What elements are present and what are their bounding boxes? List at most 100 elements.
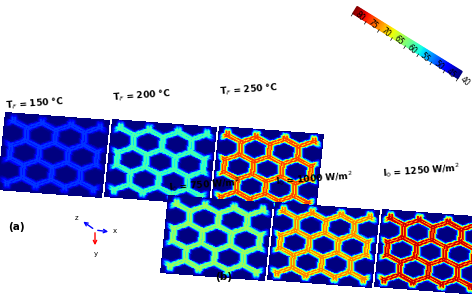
- Polygon shape: [447, 65, 452, 72]
- Polygon shape: [392, 31, 397, 38]
- Text: I$_0$ = 750 W/m$^2$: I$_0$ = 750 W/m$^2$: [168, 176, 240, 194]
- Polygon shape: [422, 49, 428, 57]
- Text: I$_0$ = 1250 W/m$^2$: I$_0$ = 1250 W/m$^2$: [382, 161, 461, 181]
- Polygon shape: [395, 33, 400, 40]
- Polygon shape: [388, 28, 393, 36]
- Polygon shape: [430, 55, 436, 62]
- Polygon shape: [414, 44, 419, 52]
- Polygon shape: [449, 66, 455, 74]
- Polygon shape: [368, 16, 373, 23]
- Text: (b): (b): [215, 272, 232, 282]
- Text: T$_F$ = 200 °C: T$_F$ = 200 °C: [112, 88, 171, 104]
- Polygon shape: [453, 68, 458, 76]
- Polygon shape: [402, 37, 407, 45]
- Polygon shape: [364, 14, 370, 21]
- Polygon shape: [358, 10, 363, 17]
- Polygon shape: [382, 25, 388, 32]
- Text: y: y: [94, 251, 98, 257]
- Polygon shape: [451, 67, 456, 75]
- Text: (a): (a): [8, 222, 25, 232]
- Polygon shape: [391, 30, 396, 38]
- Polygon shape: [405, 39, 411, 46]
- Polygon shape: [454, 69, 459, 76]
- Polygon shape: [443, 62, 448, 70]
- Polygon shape: [354, 7, 359, 15]
- Polygon shape: [413, 44, 418, 51]
- Polygon shape: [396, 33, 401, 41]
- Polygon shape: [376, 21, 381, 28]
- Polygon shape: [456, 70, 461, 78]
- Polygon shape: [388, 29, 394, 36]
- Text: T$_F$ = 250 °C: T$_F$ = 250 °C: [219, 81, 278, 97]
- Polygon shape: [411, 42, 416, 50]
- Polygon shape: [383, 25, 388, 33]
- Text: 50: 50: [431, 59, 445, 72]
- Polygon shape: [403, 38, 409, 45]
- Polygon shape: [386, 27, 391, 34]
- Polygon shape: [357, 9, 362, 17]
- Polygon shape: [448, 66, 454, 73]
- Polygon shape: [410, 42, 415, 49]
- Polygon shape: [393, 31, 398, 39]
- Text: 70: 70: [379, 26, 392, 39]
- Polygon shape: [444, 63, 449, 71]
- Polygon shape: [425, 52, 430, 59]
- Polygon shape: [362, 12, 368, 20]
- Polygon shape: [359, 10, 364, 18]
- Text: I$_0$ = 1000 W/m$^2$: I$_0$ = 1000 W/m$^2$: [275, 168, 354, 187]
- Polygon shape: [400, 36, 405, 43]
- Polygon shape: [365, 15, 371, 22]
- Polygon shape: [438, 59, 443, 67]
- Text: 80: 80: [353, 10, 366, 23]
- Polygon shape: [416, 46, 421, 53]
- Polygon shape: [435, 57, 440, 65]
- Polygon shape: [430, 54, 435, 62]
- Polygon shape: [433, 56, 438, 63]
- Polygon shape: [426, 52, 432, 59]
- Polygon shape: [384, 26, 390, 33]
- Polygon shape: [407, 40, 413, 48]
- Text: 60: 60: [405, 42, 419, 56]
- Polygon shape: [429, 53, 434, 61]
- Polygon shape: [445, 64, 451, 71]
- Polygon shape: [409, 41, 414, 49]
- Polygon shape: [457, 71, 462, 78]
- Text: 40: 40: [458, 75, 471, 88]
- Polygon shape: [447, 65, 453, 73]
- Polygon shape: [424, 51, 430, 58]
- Polygon shape: [432, 55, 437, 63]
- Polygon shape: [420, 48, 425, 56]
- Polygon shape: [377, 22, 382, 29]
- Polygon shape: [387, 28, 392, 35]
- Text: T$_F$ = 150 °C: T$_F$ = 150 °C: [5, 95, 64, 112]
- Polygon shape: [378, 22, 383, 30]
- Polygon shape: [397, 34, 402, 41]
- Polygon shape: [381, 24, 387, 32]
- Polygon shape: [428, 53, 433, 60]
- Polygon shape: [412, 43, 417, 50]
- Polygon shape: [405, 38, 410, 46]
- Polygon shape: [441, 61, 447, 69]
- Polygon shape: [455, 70, 460, 77]
- Polygon shape: [361, 12, 367, 19]
- Text: 45: 45: [445, 67, 458, 80]
- Polygon shape: [375, 20, 380, 28]
- Polygon shape: [437, 59, 442, 66]
- Polygon shape: [419, 48, 424, 55]
- Polygon shape: [373, 19, 378, 26]
- Polygon shape: [436, 58, 441, 65]
- Polygon shape: [421, 49, 426, 56]
- Polygon shape: [353, 7, 358, 14]
- Polygon shape: [360, 11, 365, 19]
- Polygon shape: [418, 47, 423, 54]
- Polygon shape: [442, 62, 447, 69]
- Polygon shape: [423, 50, 429, 58]
- Polygon shape: [440, 61, 445, 68]
- Polygon shape: [399, 35, 405, 43]
- Polygon shape: [452, 68, 457, 75]
- Polygon shape: [398, 35, 403, 42]
- Polygon shape: [390, 29, 395, 37]
- Polygon shape: [380, 23, 386, 31]
- Polygon shape: [417, 46, 422, 54]
- Polygon shape: [356, 9, 361, 16]
